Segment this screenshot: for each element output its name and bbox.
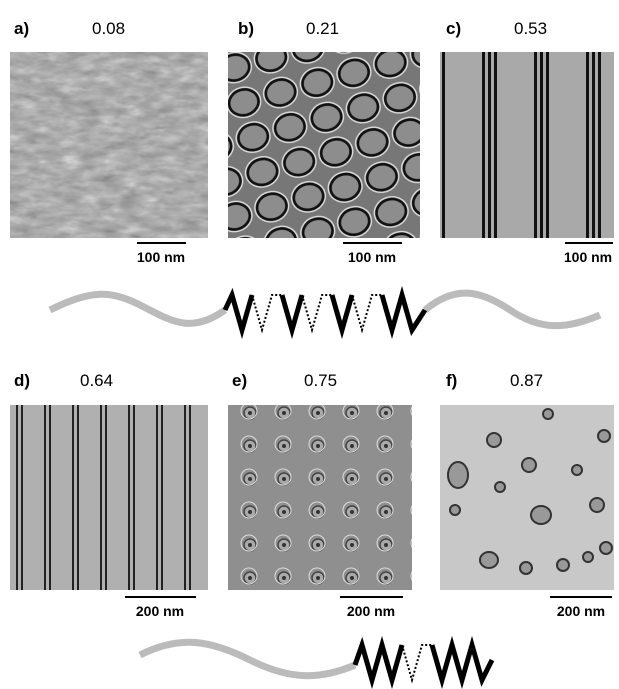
panel-label: b)	[238, 19, 254, 38]
image-d	[10, 405, 208, 590]
panel-value: 0.87	[510, 371, 543, 390]
image-a	[10, 52, 208, 238]
chain-top	[50, 293, 600, 330]
panel-value: 0.08	[92, 19, 125, 38]
panel-value: 0.21	[306, 19, 339, 38]
panel-value: 0.75	[304, 371, 337, 390]
panel-value: 0.64	[80, 371, 113, 390]
image-b	[228, 52, 420, 238]
panel-label: d)	[14, 371, 30, 390]
scale-bar-label: 200 nm	[347, 603, 395, 619]
figure: a) 0.08 100 nm b) 0.21 100 nm c) 0.53 100 nm d) 0.…	[0, 0, 619, 689]
panel-label: e)	[232, 371, 247, 390]
chain-bottom	[140, 642, 492, 680]
scale-bar-label: 100 nm	[564, 249, 612, 265]
panel-label: f)	[446, 371, 457, 390]
scale-bar-label: 200 nm	[136, 603, 184, 619]
scale-bar-label: 100 nm	[137, 249, 185, 265]
image-c	[440, 52, 614, 238]
scale-bar-label: 100 nm	[348, 249, 396, 265]
panel-label: c)	[446, 19, 461, 38]
image-f	[440, 405, 614, 590]
image-e	[228, 405, 412, 590]
panel-value: 0.53	[514, 19, 547, 38]
scale-bar-label: 200 nm	[557, 603, 605, 619]
panel-label: a)	[14, 19, 29, 38]
